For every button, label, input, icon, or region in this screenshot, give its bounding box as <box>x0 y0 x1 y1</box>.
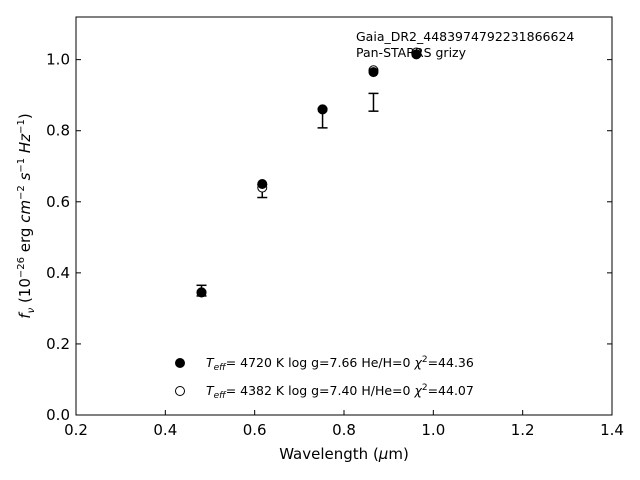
x-tick-label: 0.2 <box>64 421 88 439</box>
x-tick-label: 0.6 <box>243 421 267 439</box>
model-point-filled <box>411 49 422 60</box>
plot-area <box>196 47 422 298</box>
model-point-filled <box>317 104 328 115</box>
y-tick-label: 0.8 <box>46 122 70 140</box>
model-point-filled <box>368 67 379 78</box>
x-tick-label: 1.2 <box>511 421 535 439</box>
x-axis-label: Wavelength (μm) <box>279 445 409 463</box>
y-tick-label: 0.0 <box>46 406 70 424</box>
x-tick-label: 0.4 <box>153 421 177 439</box>
annotation-star-id: Gaia_DR2_4483974792231866624 <box>356 29 574 44</box>
observed-error-bar <box>368 92 379 112</box>
x-tick-label: 1.4 <box>600 421 624 439</box>
y-tick-label: 0.6 <box>46 193 70 211</box>
y-axis-label: fν (10−26 erg cm−2 s−1 Hz−1) <box>16 113 37 318</box>
y-tick-label: 0.2 <box>46 335 70 353</box>
x-tick-label: 0.8 <box>332 421 356 439</box>
x-tick-label: 1.0 <box>421 421 445 439</box>
model-point-filled <box>196 287 207 298</box>
legend-marker-filled <box>175 358 185 368</box>
axis-ticks: 0.2 0.4 0.6 0.8 1.0 1.2 1.40.00.20.40.60.81.0 <box>46 51 624 439</box>
model-point-filled <box>257 179 268 190</box>
y-tick-label: 0.4 <box>46 264 70 282</box>
legend-entry-2: Teff= 4382 K log g=7.40 H/He=0 χ2=44.07 <box>206 383 474 401</box>
legend-entry-1: Teff= 4720 K log g=7.66 He/H=0 χ2=44.36 <box>206 355 474 373</box>
legend-marker-open <box>175 386 185 396</box>
y-tick-label: 1.0 <box>46 51 70 69</box>
legend: Teff= 4720 K log g=7.66 He/H=0 χ2=44.36 … <box>175 355 474 401</box>
annotation-survey: Pan-STARRS grizy <box>356 45 467 60</box>
